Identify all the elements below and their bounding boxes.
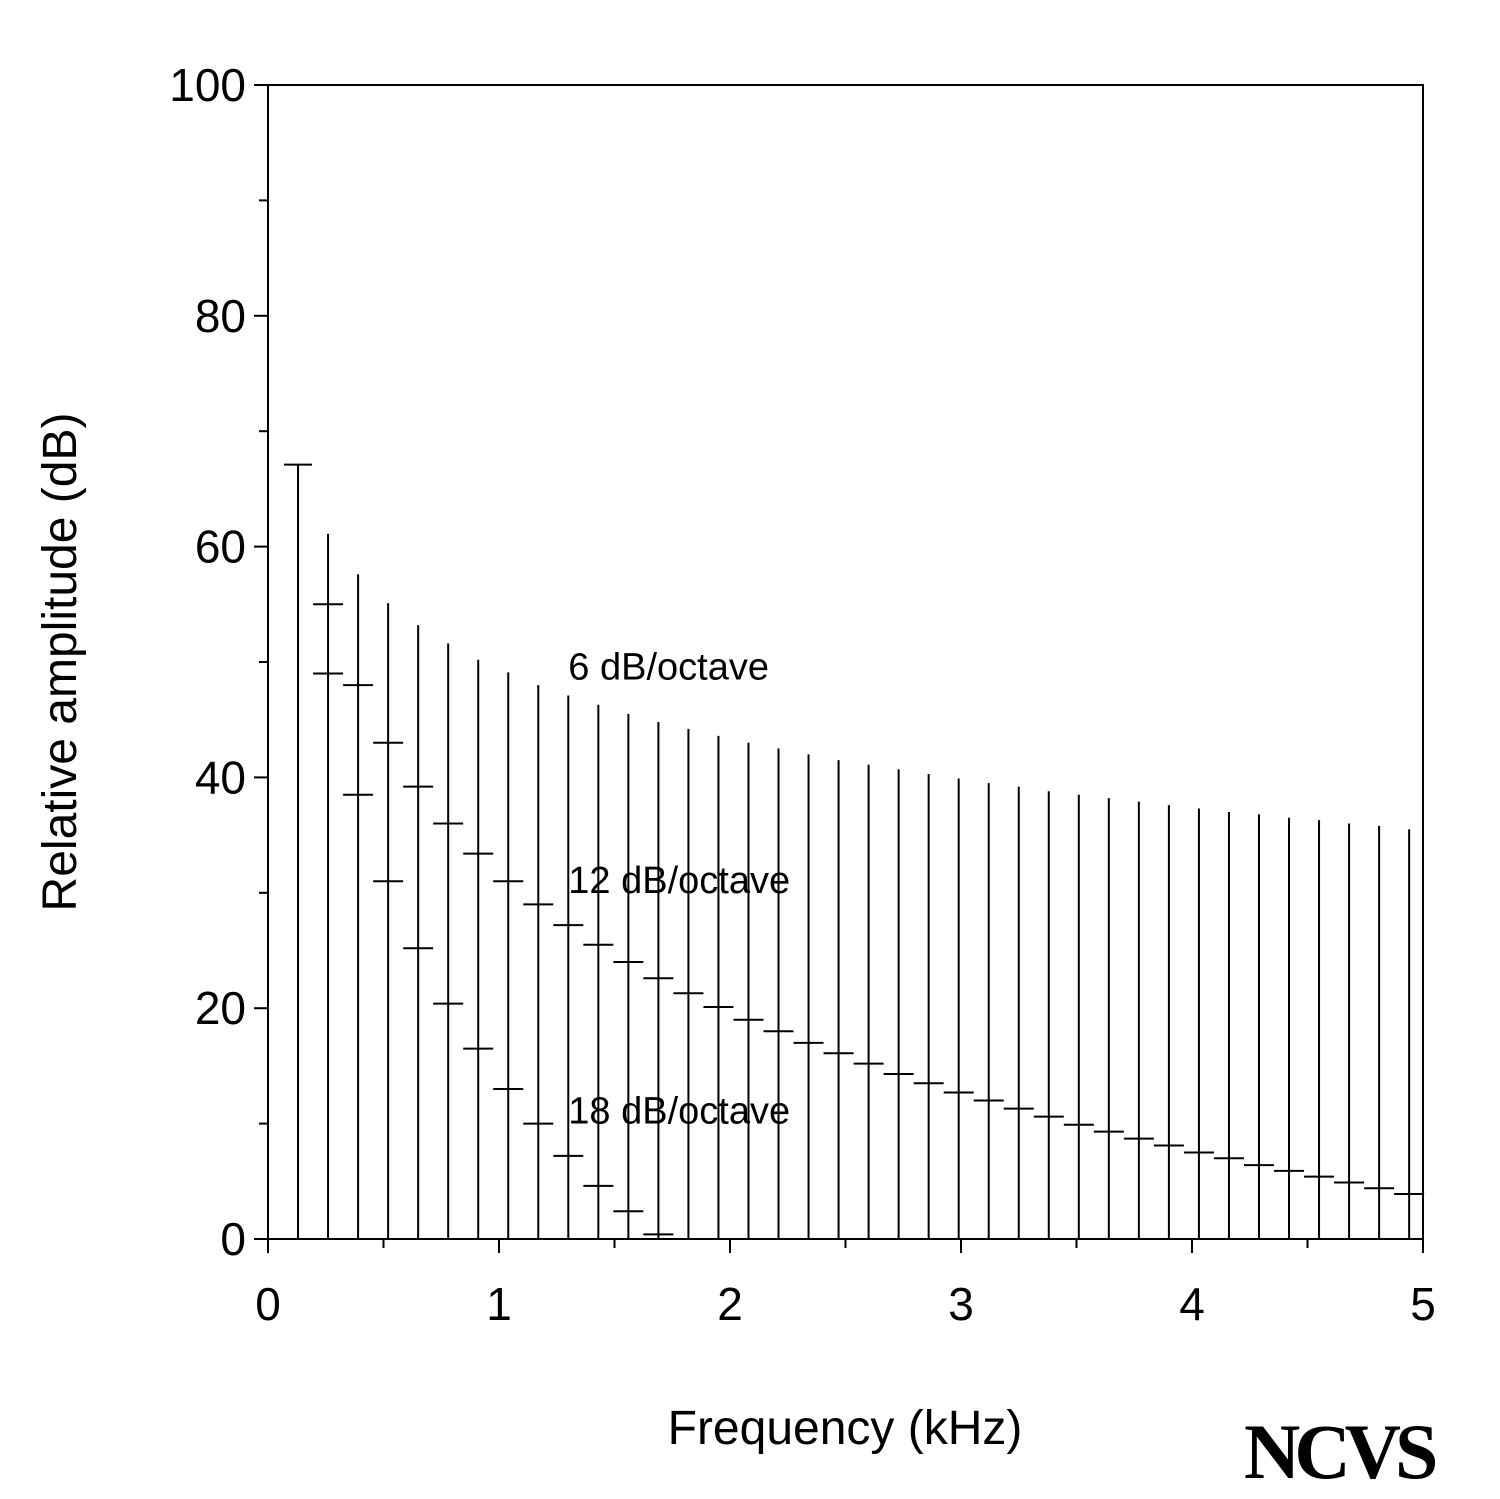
y-tick-label: 20 (195, 982, 246, 1034)
y-tick-label: 60 (195, 521, 246, 573)
x-tick-label: 2 (717, 1278, 743, 1330)
plot-frame (267, 84, 1424, 1240)
series-label: 12 dB/octave (568, 860, 790, 902)
series-18db-octave (313, 672, 674, 1236)
x-tick-label: 5 (1410, 1278, 1436, 1330)
annotations: 6 dB/octave 12 dB/octave 18 dB/octave (568, 646, 790, 1132)
y-tick-label: 100 (169, 59, 246, 111)
y-axis: 0 20 40 60 80 100 (169, 59, 268, 1265)
ncvs-logo: NCVS (1244, 1408, 1436, 1495)
series-12db-octave (313, 603, 1425, 1195)
x-axis-title: Frequency (kHz) (668, 1402, 1023, 1455)
y-axis-title: Relative amplitude (dB) (34, 413, 87, 912)
series-label: 18 dB/octave (568, 1091, 790, 1133)
x-axis: 0 1 2 3 4 5 (255, 1239, 1436, 1330)
x-tick-label: 3 (948, 1278, 974, 1330)
x-tick-label: 4 (1179, 1278, 1205, 1330)
y-tick-label: 0 (220, 1213, 246, 1265)
y-tick-label: 40 (195, 751, 246, 803)
series-6db-octave (284, 463, 1411, 1239)
y-tick-label: 80 (195, 290, 246, 342)
x-tick-label: 0 (255, 1278, 281, 1330)
x-tick-label: 1 (486, 1278, 512, 1330)
series-label: 6 dB/octave (568, 646, 769, 688)
